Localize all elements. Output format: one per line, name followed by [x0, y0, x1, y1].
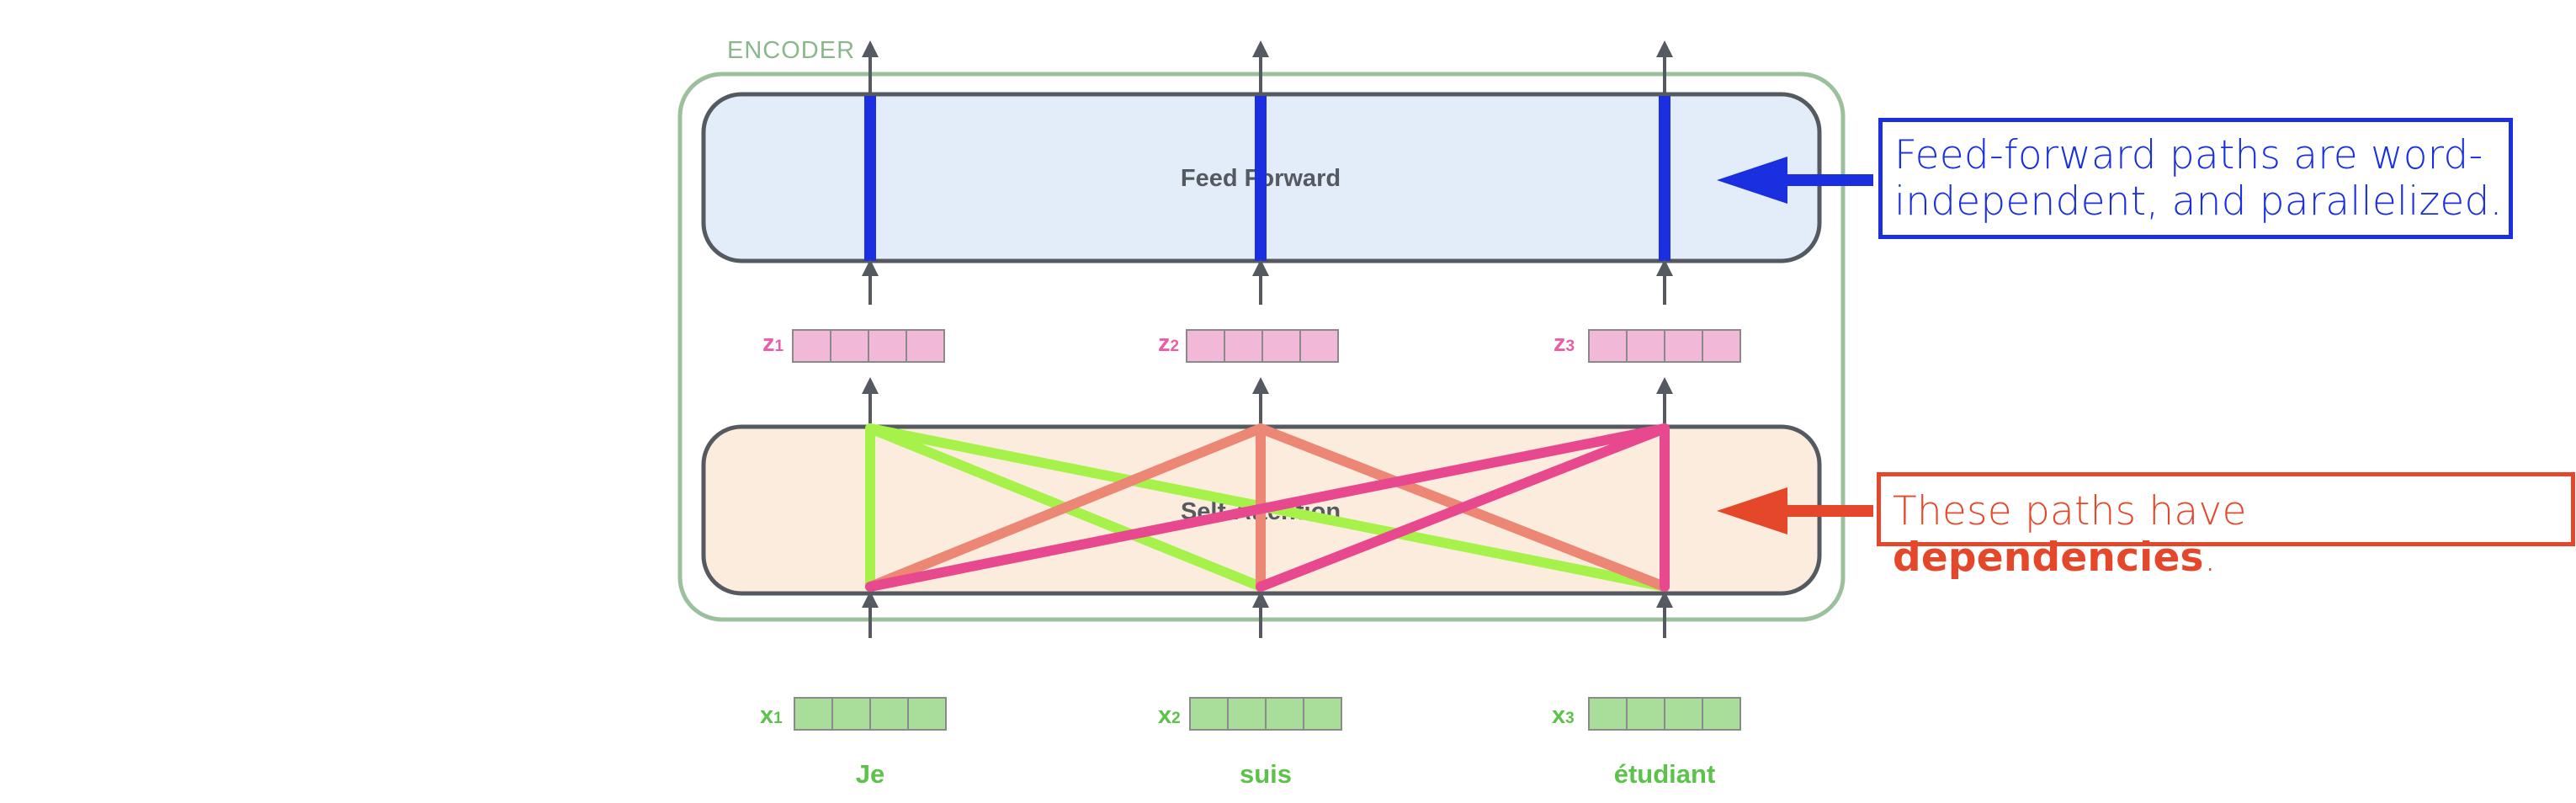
attn-path-word2-to-word1	[865, 423, 1266, 592]
callout-arrow-feed-forward	[1717, 157, 1873, 204]
x-vector-3: x3	[1552, 697, 1741, 731]
z3-label: z3	[1554, 330, 1575, 357]
x1-label: x1	[760, 702, 783, 729]
attn-path-word3-to-word1	[865, 423, 1670, 592]
self-attention-note-suffix: .	[2203, 534, 2217, 581]
feed-forward-note-line2: independent, and parallelized.	[1894, 178, 2503, 225]
feed-forward-note-line1: Feed-forward paths are word-	[1894, 132, 2483, 178]
z-vector-3: z3	[1554, 329, 1741, 363]
self-attention-note-bold: dependencies	[1893, 534, 2204, 581]
z-vector-1: z1	[762, 329, 945, 363]
z1-label: z1	[762, 330, 784, 357]
attention-paths	[865, 423, 1670, 592]
x3-label: x3	[1552, 702, 1575, 729]
x2-label: x2	[1158, 702, 1181, 729]
word-2: suis	[1240, 759, 1292, 789]
z2-label: z2	[1158, 330, 1179, 357]
x-vector-2: x2	[1158, 697, 1342, 731]
encoder-label: ENCODER	[727, 37, 855, 64]
feed-forward-note: Feed-forward paths are word- independent…	[1878, 118, 2513, 239]
word-3: étudiant	[1614, 759, 1716, 789]
x-vector-1: x1	[760, 697, 947, 731]
attn-path-word3-to-word2	[1256, 423, 1670, 592]
z-vector-2: z2	[1158, 329, 1339, 363]
callout-arrow-self-attention	[1717, 487, 1873, 534]
self-attention-note-prefix: These paths have	[1893, 488, 2247, 534]
self-attention-note: These paths have dependencies.	[1877, 472, 2575, 581]
word-1: Je	[856, 759, 884, 789]
flow-arrows	[862, 40, 1673, 638]
